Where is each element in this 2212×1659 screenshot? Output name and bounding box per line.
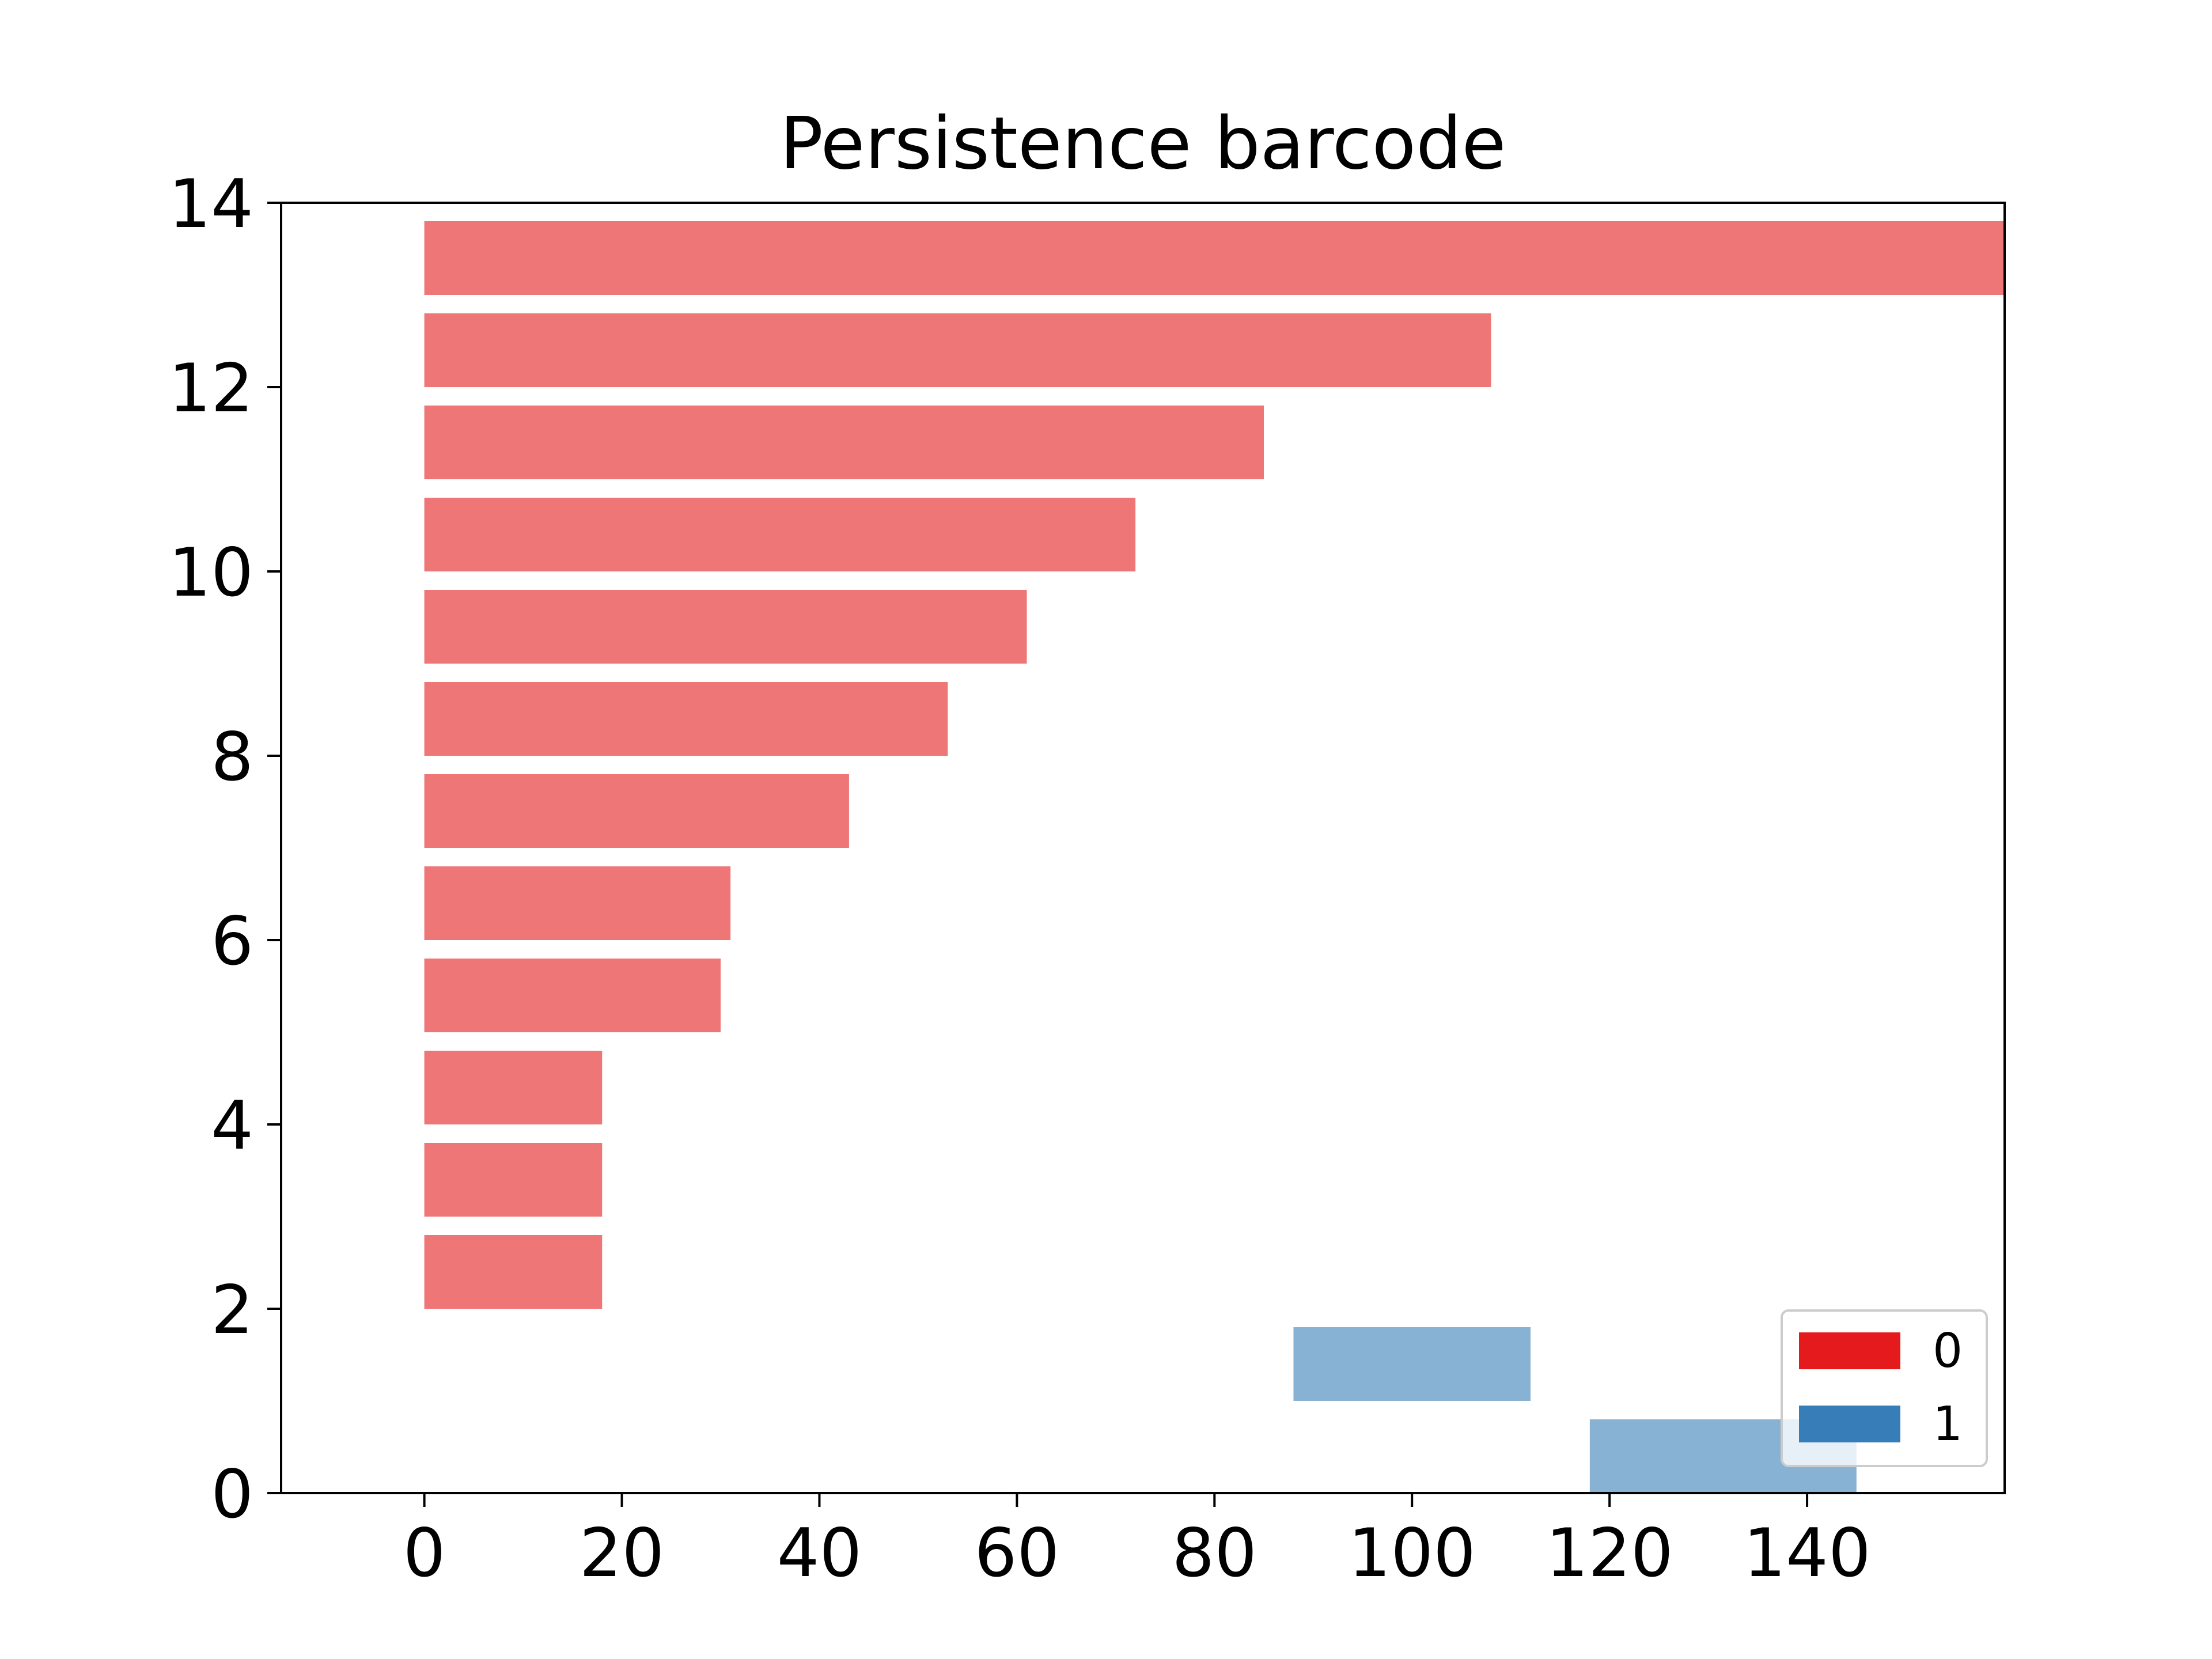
x-tick-label: 20 [579, 1514, 665, 1592]
bar-series-0-0 [424, 221, 2005, 295]
bar-series-0-9 [424, 1051, 603, 1124]
legend: 01 [1781, 1309, 1988, 1467]
bar-series-0-1 [424, 313, 1491, 387]
bar-series-0-11 [424, 1235, 603, 1309]
legend-label-1: 1 [1933, 1397, 1963, 1452]
y-tick-label: 2 [211, 1271, 253, 1349]
x-tick-label: 80 [1172, 1514, 1257, 1592]
x-tick-label: 40 [777, 1514, 862, 1592]
y-tick-label: 6 [211, 903, 253, 980]
bars-layer [424, 221, 2005, 1493]
x-tick-label: 120 [1546, 1514, 1673, 1592]
y-tick-label: 0 [211, 1456, 253, 1533]
bar-series-0-8 [424, 959, 721, 1032]
y-tick-label: 14 [168, 165, 253, 243]
x-tick-label: 0 [403, 1514, 446, 1592]
y-tick-label: 12 [168, 350, 253, 427]
bar-series-0-2 [424, 406, 1264, 479]
bar-series-0-5 [424, 682, 948, 756]
bar-series-0-7 [424, 866, 731, 940]
bar-series-0-10 [424, 1143, 603, 1217]
y-tick-label: 10 [168, 534, 253, 612]
bar-series-0-4 [424, 590, 1027, 664]
legend-swatch-1 [1799, 1406, 1900, 1442]
y-tick-label: 4 [211, 1087, 253, 1165]
legend-label-0: 0 [1933, 1324, 1963, 1378]
plot-frame [280, 202, 2006, 1494]
x-tick-label: 100 [1349, 1514, 1476, 1592]
x-tick-label: 140 [1743, 1514, 1870, 1592]
x-axis: 0 20 40 60 80 100 120 140 [403, 1493, 1871, 1592]
y-axis: 0 2 4 6 8 10 12 14 [168, 165, 281, 1533]
legend-swatch-0 [1799, 1332, 1900, 1369]
chart-title: Persistence barcode [780, 102, 1506, 185]
bar-series-1-0 [1293, 1327, 1531, 1401]
y-tick-label: 8 [211, 718, 253, 796]
bar-series-0-3 [424, 498, 1136, 571]
bar-series-0-6 [424, 774, 849, 848]
x-tick-label: 60 [975, 1514, 1060, 1592]
